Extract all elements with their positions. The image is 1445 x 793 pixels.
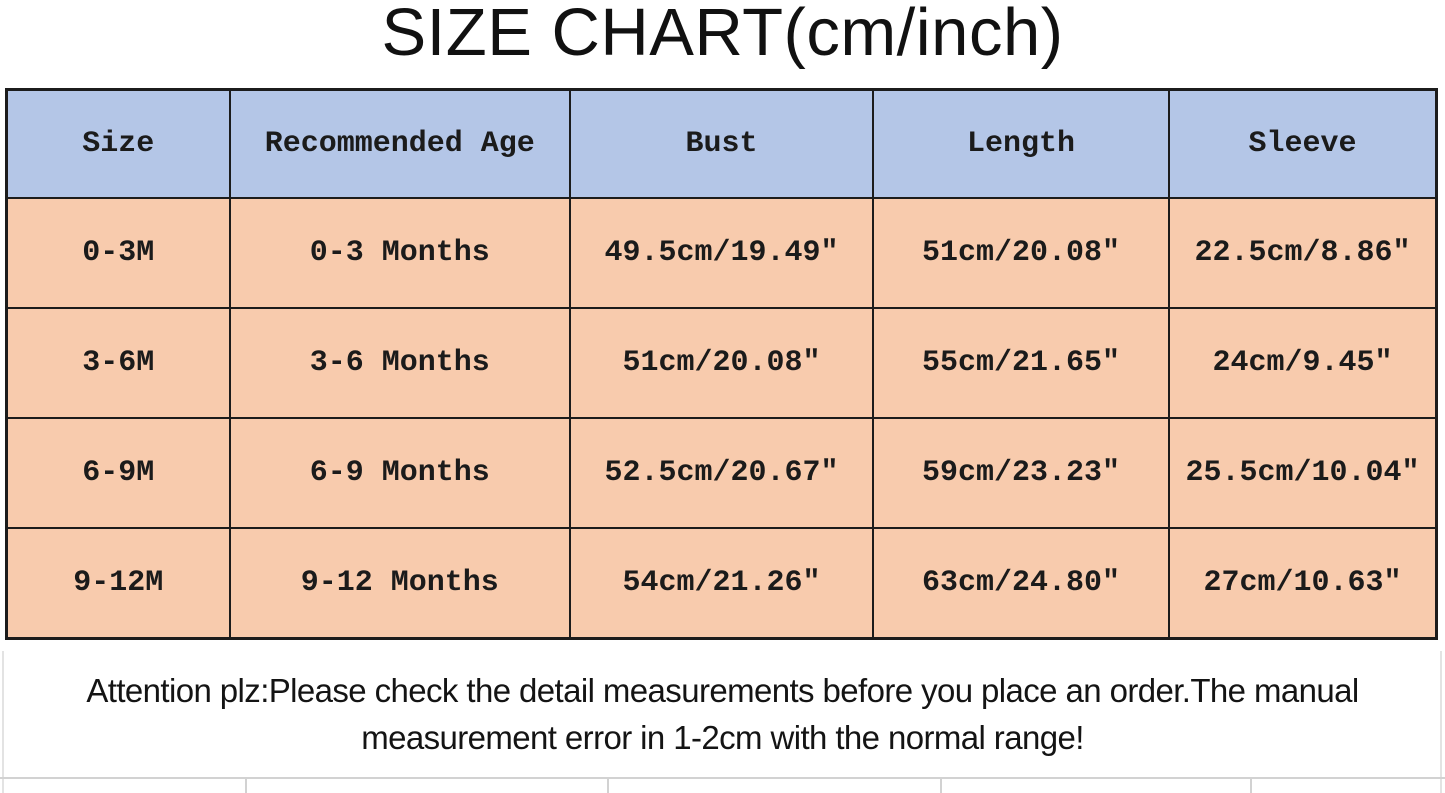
cell-bust: 52.5cm/20.67″ bbox=[568, 417, 875, 529]
cell-sleeve: 25.5cm/10.04″ bbox=[1168, 417, 1438, 529]
attention-note-line1: Attention plz:Please check the detail me… bbox=[86, 671, 1359, 709]
cell-sleeve: 22.5cm/8.86″ bbox=[1168, 197, 1438, 309]
cell-length: 63cm/24.80″ bbox=[872, 527, 1171, 640]
gridline-artifact-left bbox=[2, 651, 4, 793]
cell-size: 3-6M bbox=[5, 307, 231, 419]
column-header-bust: Bust bbox=[568, 88, 875, 199]
gridline-artifact-stub bbox=[245, 779, 247, 793]
gridline-artifact-stub bbox=[607, 779, 609, 793]
column-header-size: Size bbox=[5, 88, 231, 199]
cell-sleeve: 27cm/10.63″ bbox=[1168, 527, 1438, 640]
table-row: 0-3M 0-3 Months 49.5cm/19.49″ 51cm/20.08… bbox=[5, 197, 1438, 309]
cell-length: 55cm/21.65″ bbox=[872, 307, 1171, 419]
column-header-recommended-age: Recommended Age bbox=[228, 88, 571, 199]
cell-recommended-age: 9-12 Months bbox=[228, 527, 571, 640]
column-header-sleeve: Sleeve bbox=[1168, 88, 1438, 199]
cell-recommended-age: 0-3 Months bbox=[228, 197, 571, 309]
attention-note-line2: measurement error in 1-2cm with the norm… bbox=[361, 718, 1084, 756]
table-row: 3-6M 3-6 Months 51cm/20.08″ 55cm/21.65″ … bbox=[5, 307, 1438, 419]
gridline-artifact-bottom bbox=[0, 777, 1445, 779]
cell-bust: 54cm/21.26″ bbox=[568, 527, 875, 640]
table-row: 6-9M 6-9 Months 52.5cm/20.67″ 59cm/23.23… bbox=[5, 417, 1438, 529]
cell-length: 59cm/23.23″ bbox=[872, 417, 1171, 529]
size-table: Size Recommended Age Bust Length Sleeve … bbox=[5, 88, 1438, 640]
table-header-row: Size Recommended Age Bust Length Sleeve bbox=[5, 88, 1438, 199]
cell-recommended-age: 3-6 Months bbox=[228, 307, 571, 419]
cell-size: 0-3M bbox=[5, 197, 231, 309]
gridline-artifact-right bbox=[1440, 651, 1442, 793]
cell-length: 51cm/20.08″ bbox=[872, 197, 1171, 309]
gridline-artifact-stub bbox=[1250, 779, 1252, 793]
page-title: SIZE CHART(cm/inch) bbox=[381, 0, 1064, 70]
attention-note: Attention plz:Please check the detail me… bbox=[0, 651, 1445, 777]
table-row: 9-12M 9-12 Months 54cm/21.26″ 63cm/24.80… bbox=[5, 527, 1438, 640]
cell-bust: 51cm/20.08″ bbox=[568, 307, 875, 419]
column-header-length: Length bbox=[872, 88, 1171, 199]
cell-size: 9-12M bbox=[5, 527, 231, 640]
gridline-artifact-stub bbox=[940, 779, 942, 793]
cell-bust: 49.5cm/19.49″ bbox=[568, 197, 875, 309]
cell-sleeve: 24cm/9.45″ bbox=[1168, 307, 1438, 419]
cell-recommended-age: 6-9 Months bbox=[228, 417, 571, 529]
cell-size: 6-9M bbox=[5, 417, 231, 529]
